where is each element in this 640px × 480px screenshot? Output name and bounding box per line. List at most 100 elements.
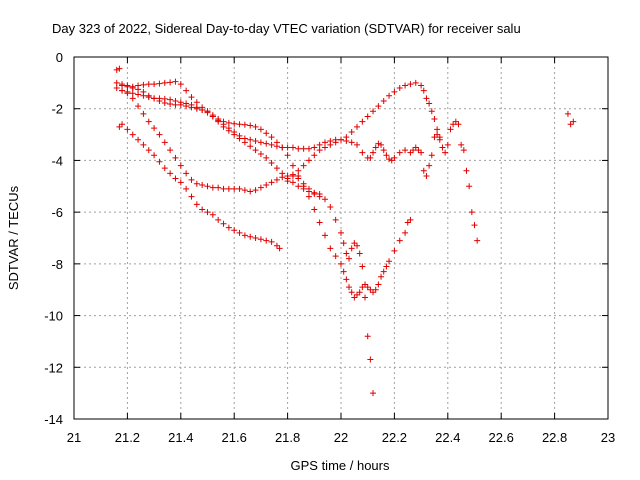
data-point — [188, 193, 195, 200]
data-point — [188, 101, 195, 108]
data-point — [135, 136, 142, 143]
data-point — [311, 152, 318, 159]
data-point — [140, 81, 147, 88]
data-point — [231, 120, 238, 127]
data-point — [252, 138, 259, 145]
data-point — [364, 284, 371, 291]
data-point — [311, 189, 318, 196]
data-point — [367, 356, 374, 363]
data-point — [252, 187, 259, 194]
data-point — [356, 250, 363, 257]
data-point — [316, 219, 323, 226]
data-point — [295, 183, 302, 190]
data-point — [241, 135, 248, 142]
data-point — [167, 79, 174, 86]
series-track-g — [564, 110, 577, 128]
data-point — [113, 79, 120, 86]
data-point — [156, 158, 163, 165]
data-point — [415, 147, 422, 154]
data-point — [188, 94, 195, 101]
data-point — [257, 126, 264, 133]
data-point — [236, 121, 243, 128]
data-point — [241, 187, 248, 194]
data-point — [305, 145, 312, 152]
data-point — [156, 131, 163, 138]
data-point — [311, 144, 318, 151]
data-point — [434, 131, 441, 138]
data-point — [268, 134, 275, 141]
data-point — [375, 103, 382, 110]
data-point — [348, 139, 355, 146]
data-point — [247, 233, 254, 240]
series-track-c — [113, 78, 323, 198]
data-point — [295, 167, 302, 174]
data-point — [343, 134, 350, 141]
data-point — [343, 276, 350, 283]
data-point — [378, 141, 385, 148]
data-point — [140, 92, 147, 99]
data-point — [172, 154, 179, 161]
x-tick-label: 21.4 — [168, 430, 193, 445]
data-point — [450, 121, 457, 128]
data-point — [474, 237, 481, 244]
x-tick-label: 22.4 — [435, 430, 460, 445]
data-point — [247, 188, 254, 195]
data-point — [204, 183, 211, 190]
data-point — [193, 201, 200, 208]
data-point — [183, 170, 190, 177]
data-point — [311, 206, 318, 213]
data-point — [284, 152, 291, 159]
data-point — [410, 147, 417, 154]
data-point — [300, 180, 307, 187]
data-point — [172, 97, 179, 104]
data-point — [420, 87, 427, 94]
y-tick-label: -6 — [51, 205, 63, 220]
data-point — [418, 149, 425, 156]
data-point — [199, 206, 206, 213]
data-point — [247, 122, 254, 129]
data-point — [444, 141, 451, 148]
data-point — [383, 152, 390, 159]
data-point — [370, 149, 377, 156]
data-point — [263, 181, 270, 188]
data-point — [225, 185, 232, 192]
data-point — [289, 172, 296, 179]
data-point — [247, 136, 254, 143]
data-point — [359, 284, 366, 291]
data-point — [423, 172, 430, 179]
data-point — [193, 99, 200, 106]
data-point — [129, 131, 136, 138]
data-point — [284, 144, 291, 151]
data-point — [364, 113, 371, 120]
data-point — [372, 286, 379, 293]
data-point — [407, 149, 414, 156]
y-axis-label: SDTVAR / TECUs — [6, 185, 21, 290]
data-point — [332, 139, 339, 146]
data-point — [204, 109, 211, 116]
data-point — [209, 184, 216, 191]
data-point — [348, 128, 355, 135]
data-point — [316, 141, 323, 148]
data-point — [426, 162, 433, 169]
data-point — [423, 95, 430, 102]
data-point — [359, 263, 366, 270]
data-point — [167, 147, 174, 154]
data-point — [156, 95, 163, 102]
data-point — [273, 165, 280, 172]
data-point — [284, 178, 291, 185]
data-point — [129, 90, 136, 97]
data-point — [263, 140, 270, 147]
data-point — [257, 236, 264, 243]
data-point — [129, 95, 136, 102]
data-point — [386, 156, 393, 163]
data-point — [396, 85, 403, 92]
data-point — [247, 143, 254, 150]
data-point — [273, 242, 280, 249]
data-point — [396, 149, 403, 156]
data-point — [370, 108, 377, 115]
data-point — [407, 216, 414, 223]
data-point — [113, 66, 120, 73]
data-point — [412, 144, 419, 151]
data-point — [231, 128, 238, 135]
